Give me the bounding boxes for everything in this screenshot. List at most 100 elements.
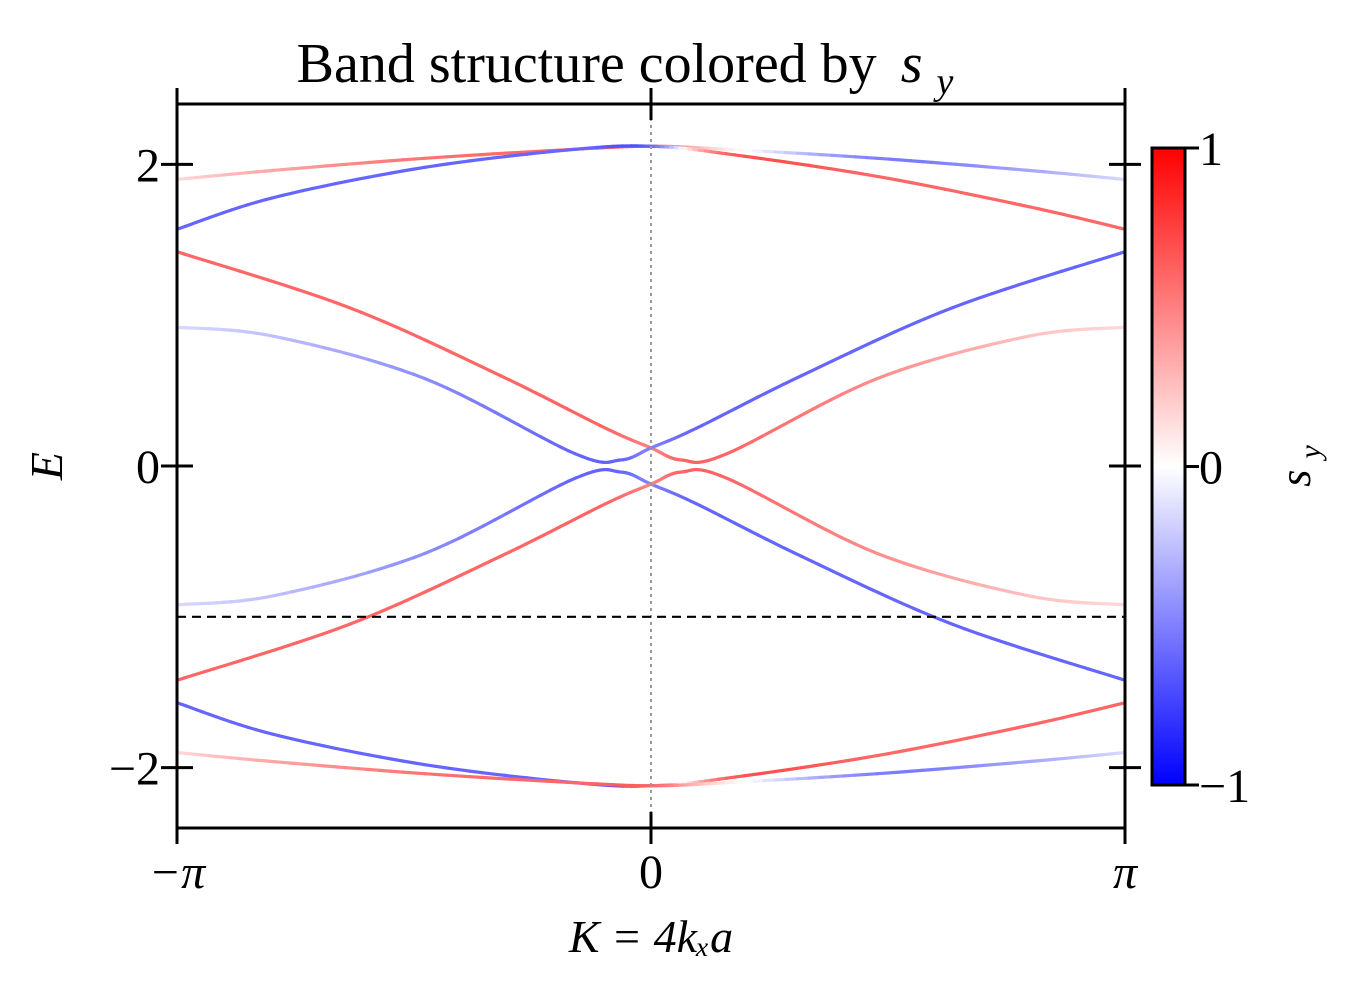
band-segment xyxy=(782,505,797,516)
plot-area xyxy=(177,104,1125,828)
band-segment xyxy=(976,732,991,738)
band-segment xyxy=(355,751,371,757)
band-segment xyxy=(525,149,540,154)
band-segment xyxy=(1018,278,1036,287)
band-segment xyxy=(378,171,393,177)
band-segment xyxy=(897,747,913,754)
band-segment xyxy=(943,161,958,166)
band-segment xyxy=(295,287,313,296)
band-segment xyxy=(290,737,305,743)
band-segment xyxy=(752,149,766,153)
band-segment xyxy=(965,163,980,168)
band-segment xyxy=(740,483,754,492)
band-segment xyxy=(212,261,229,269)
band-segment xyxy=(830,774,846,779)
band-segment xyxy=(954,348,969,355)
band-segment xyxy=(829,530,845,540)
band-segment xyxy=(805,404,821,414)
band-segment xyxy=(370,608,386,617)
band-segment xyxy=(548,483,562,492)
band-segment xyxy=(860,583,875,592)
band-segment xyxy=(819,360,833,369)
band-segment xyxy=(333,179,348,186)
band-segment xyxy=(1007,167,1021,172)
band-segment xyxy=(1046,654,1064,663)
band-segment xyxy=(795,151,811,156)
band-segment xyxy=(893,324,909,334)
band-segment xyxy=(965,192,980,198)
band-segment xyxy=(839,350,854,359)
chart-title-text: Band structure colored by xyxy=(297,33,877,95)
band-segment xyxy=(997,338,1012,345)
band-segment xyxy=(864,753,879,760)
band-segment xyxy=(280,641,299,650)
band-segment xyxy=(893,598,909,608)
band-segment xyxy=(954,765,969,770)
band-segment xyxy=(829,355,843,364)
band-segment xyxy=(829,392,845,402)
band-segment xyxy=(290,338,305,345)
band-segment xyxy=(853,171,868,177)
band-segment xyxy=(359,310,374,319)
band-segment xyxy=(976,631,993,640)
band-segment xyxy=(503,150,518,155)
band-segment xyxy=(333,746,348,753)
band-segment xyxy=(916,608,932,617)
band-segment xyxy=(1060,265,1077,273)
band-segment xyxy=(943,187,958,194)
band-segment xyxy=(516,423,532,433)
band-segment xyxy=(897,365,913,373)
band-segment xyxy=(434,764,449,770)
chart-title-symbol-sub: y xyxy=(932,61,953,103)
band-segment xyxy=(800,369,813,378)
band-segment xyxy=(818,165,834,171)
band-segment xyxy=(290,189,305,195)
band-segment xyxy=(546,149,560,154)
band-segment xyxy=(875,752,890,758)
band-segment xyxy=(404,593,420,603)
band-segment xyxy=(965,764,980,769)
band-2 xyxy=(177,144,1125,231)
band-segment xyxy=(456,774,472,779)
band-segment xyxy=(401,167,416,173)
band-segment xyxy=(920,567,936,574)
band-segment xyxy=(480,156,495,161)
band-segment xyxy=(830,153,846,158)
band-segment xyxy=(931,185,947,191)
band-segment xyxy=(976,194,991,200)
band-segment xyxy=(909,563,924,571)
band-segment xyxy=(370,315,386,324)
band-segment xyxy=(760,429,775,439)
band-segment xyxy=(997,761,1012,766)
band-segment xyxy=(791,373,804,382)
band-segment xyxy=(817,398,833,408)
band-segment xyxy=(905,603,920,612)
band-segment xyxy=(309,292,326,301)
band-segment xyxy=(853,772,868,777)
band-segment xyxy=(943,351,958,358)
band-segment xyxy=(830,167,846,173)
band-segment xyxy=(909,159,924,164)
band-segment xyxy=(740,440,754,449)
band-segment xyxy=(762,778,777,783)
band-segment xyxy=(1097,255,1111,262)
band-segment xyxy=(875,551,890,560)
band-segment xyxy=(1003,282,1022,291)
band-segment xyxy=(389,365,405,373)
band-segment xyxy=(322,627,339,636)
band-segment xyxy=(366,160,382,165)
band-segment xyxy=(882,593,898,603)
band-segment xyxy=(976,292,993,301)
band-segment xyxy=(456,153,472,158)
band-segment xyxy=(457,392,473,402)
band-segment xyxy=(290,761,305,766)
band-segment xyxy=(333,765,348,770)
band-segment xyxy=(281,191,295,197)
band-segment xyxy=(469,360,483,369)
band-segment xyxy=(920,160,936,165)
band-segment xyxy=(782,416,797,427)
band-segment xyxy=(434,772,449,777)
band-segment xyxy=(841,386,857,396)
band-segment xyxy=(378,755,393,761)
band-segment xyxy=(412,165,427,171)
